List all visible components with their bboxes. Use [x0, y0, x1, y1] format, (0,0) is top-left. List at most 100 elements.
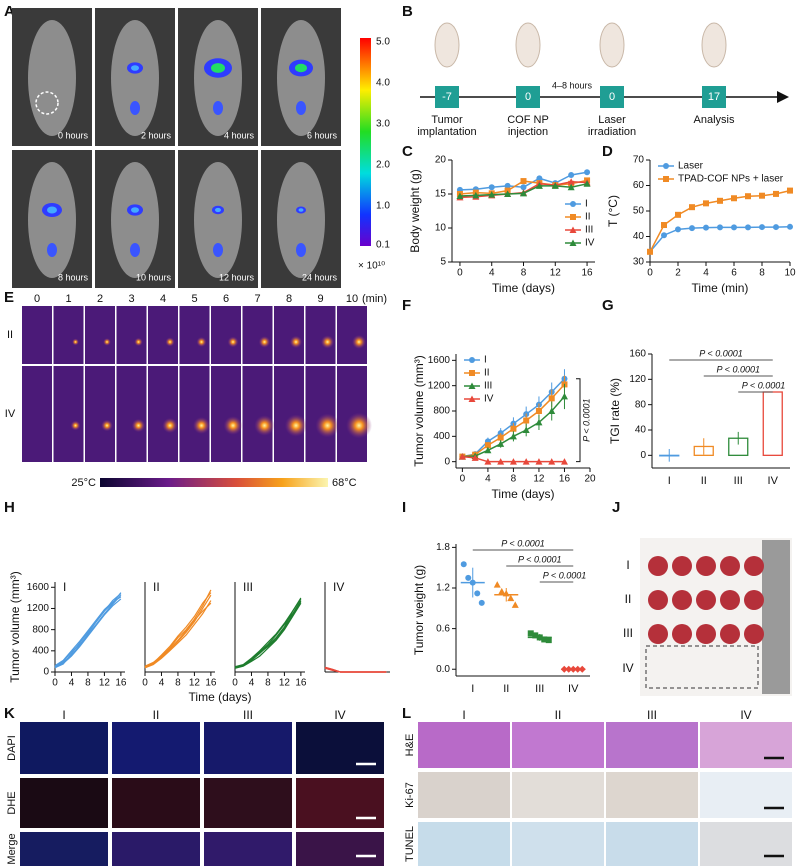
day-label: 0 [609, 91, 615, 103]
x-tick-label: 16 [559, 474, 571, 485]
bracket [576, 378, 581, 463]
tumor [696, 590, 716, 610]
y-tick-label: 40 [635, 425, 647, 436]
micrograph [296, 722, 384, 774]
y-tick-label: 1600 [428, 355, 451, 366]
panel-letter: A [4, 3, 15, 20]
y-tick-label: 400 [32, 645, 49, 656]
data-point [488, 184, 495, 191]
series-line [234, 601, 302, 669]
step-label: implantation [417, 126, 476, 138]
x-tick-label: I [668, 475, 671, 487]
data-point [536, 175, 543, 182]
y-tick-label: 5 [440, 257, 446, 268]
y-tick-label: 1200 [428, 380, 451, 391]
micrograph [606, 722, 698, 768]
mouse-body [277, 162, 325, 278]
data-point [773, 190, 779, 197]
data-point [583, 180, 591, 187]
data-point [532, 632, 539, 639]
tumor [696, 556, 716, 576]
thermal-image [22, 306, 52, 364]
heat-spot [352, 334, 366, 349]
micrograph [204, 722, 292, 774]
row-label: I [626, 558, 629, 572]
x-tick-label: 4 [703, 268, 709, 279]
heat-spot [193, 417, 210, 435]
panel-letter: F [402, 297, 411, 314]
annotation: P < 0.0001 [518, 554, 561, 564]
day-box [435, 86, 459, 108]
step-label: irradiation [588, 126, 636, 138]
thermal-image [53, 306, 84, 364]
y-tick-label: 1600 [27, 582, 50, 593]
thermal-image [242, 306, 273, 364]
legend-marker [663, 176, 669, 182]
data-point [520, 184, 527, 191]
annotation: P < 0.0001 [717, 364, 760, 374]
series-line [54, 598, 122, 668]
interval-label: 4–8 hours [552, 80, 593, 90]
time-label: 6 hours [307, 130, 338, 140]
y-tick-label: 50 [633, 206, 645, 217]
x-tick-label: 8 [265, 678, 271, 689]
heat-spot [284, 414, 308, 437]
row-label: DHE [6, 791, 18, 814]
series-line [144, 594, 212, 668]
colorbar-label: 0.1 [376, 240, 390, 251]
signal [298, 208, 304, 212]
y-tick-label: 1.2 [436, 583, 450, 594]
micrograph [20, 722, 108, 774]
x-axis-title: Time (days) [492, 281, 555, 295]
series-line [54, 594, 122, 668]
micrograph [112, 722, 200, 774]
legend-label: II [484, 368, 490, 379]
data-point [541, 636, 548, 643]
data-point [548, 458, 556, 465]
x-tick-label: 12 [533, 474, 545, 485]
data-point [689, 225, 695, 232]
data-point [675, 226, 681, 233]
day-box [516, 86, 540, 108]
thermal-image [53, 366, 84, 462]
mouse-body [28, 162, 76, 278]
mouse-body [194, 162, 242, 278]
data-point [689, 204, 695, 211]
y-tick-label: 800 [433, 406, 450, 417]
step-label: COF NP [507, 114, 549, 126]
data-point [661, 232, 667, 239]
signal [295, 63, 307, 73]
panel-letter: H [4, 499, 15, 516]
data-point [493, 581, 501, 588]
panel-letter: L [402, 705, 411, 722]
tumor [696, 624, 716, 644]
x-tick-label: 16 [295, 678, 307, 689]
step-label: Laser [598, 114, 626, 126]
series-line [234, 602, 302, 669]
thermal-image [116, 306, 147, 364]
colorbar-label: 4.0 [376, 78, 390, 89]
thermal-image [211, 366, 241, 462]
y-tick-label: 400 [433, 431, 450, 442]
data-point [474, 590, 481, 597]
heat-spot [315, 413, 340, 438]
signal [215, 207, 221, 213]
y-tick-label: 80 [635, 399, 647, 410]
tumor [744, 624, 764, 644]
x-tick-label: 4 [159, 678, 165, 689]
x-tick-label: 20 [584, 474, 596, 485]
time-label: 4 hours [224, 130, 255, 140]
heat-spot [165, 337, 175, 347]
time-label: 2 hours [141, 130, 172, 140]
x-tick-label: 16 [581, 268, 593, 279]
empty-row [645, 645, 759, 689]
thermal-image [148, 306, 178, 364]
legend-label: IV [585, 238, 595, 249]
data-point [745, 193, 751, 200]
series-line [234, 598, 302, 668]
chart-title: IV [333, 580, 344, 594]
x-tick-label: 10 [784, 268, 796, 279]
legend-marker [469, 357, 475, 363]
signal [131, 65, 139, 71]
